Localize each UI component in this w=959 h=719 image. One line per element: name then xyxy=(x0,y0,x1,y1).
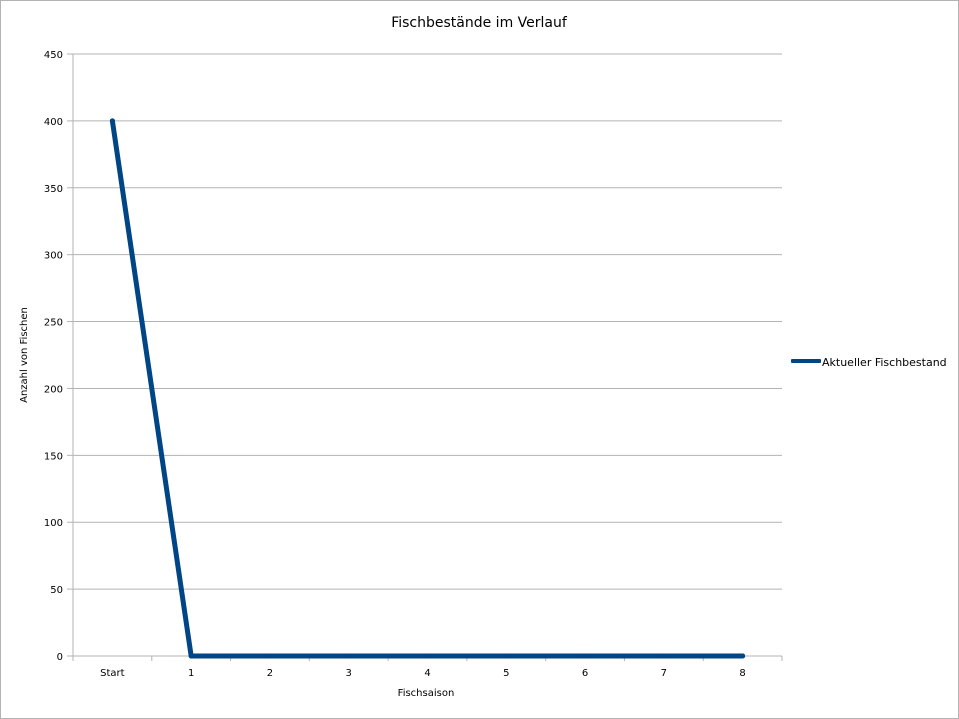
y-tick-label: 0 xyxy=(57,652,63,663)
chart-title: Fischbestände im Verlauf xyxy=(391,15,568,31)
data-point xyxy=(188,653,194,659)
data-point xyxy=(109,118,115,124)
legend-swatch xyxy=(791,359,821,363)
y-tick-label: 100 xyxy=(44,518,63,529)
series-layer xyxy=(109,118,746,659)
y-tick-label: 350 xyxy=(44,184,63,195)
y-axis-title: Anzahl von Fischen xyxy=(19,307,30,403)
x-tick-label: 3 xyxy=(346,668,352,679)
data-point xyxy=(425,653,430,659)
x-tick-label: 8 xyxy=(739,668,745,679)
x-axis-title: Fischsaison xyxy=(398,688,455,699)
y-tick-label: 150 xyxy=(44,451,63,462)
y-tick-label: 200 xyxy=(44,384,63,395)
legend-label: Aktueller Fischbestand xyxy=(822,356,947,369)
data-point xyxy=(661,653,667,659)
y-tick-label: 50 xyxy=(50,585,63,596)
y-tick-label: 450 xyxy=(44,50,63,61)
legend: Aktueller Fischbestand xyxy=(791,356,947,369)
x-tick-label: 1 xyxy=(188,668,194,679)
grid-lines xyxy=(73,53,782,657)
x-tick-label: Start xyxy=(100,668,125,679)
x-tick-label: 6 xyxy=(582,668,588,679)
data-point xyxy=(740,653,746,659)
x-tick-label: 5 xyxy=(503,668,509,679)
data-point xyxy=(267,653,273,659)
x-tick-labels: Start 1 2 3 4 5 6 7 8 xyxy=(100,668,746,679)
x-tick-label: 7 xyxy=(661,668,667,679)
data-point xyxy=(582,653,588,659)
y-tick-label: 250 xyxy=(44,318,63,329)
y-tick-label: 400 xyxy=(44,117,63,128)
y-tick-labels: 0 50 100 150 200 250 300 350 400 450 xyxy=(44,50,73,663)
x-tick-label: 2 xyxy=(267,668,273,679)
data-point xyxy=(503,653,509,659)
data-point xyxy=(346,653,352,659)
x-tick-label: 4 xyxy=(424,668,430,679)
y-tick-label: 300 xyxy=(44,251,63,262)
